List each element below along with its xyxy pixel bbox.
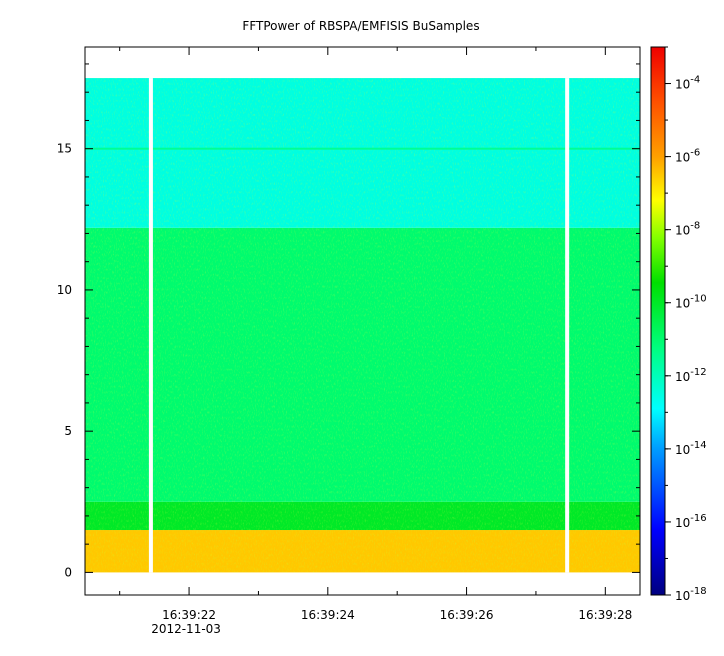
chart-title: FFTPower of RBSPA/EMFISIS BuSamples	[242, 19, 479, 33]
colorbar-tick-label: 10-8	[675, 221, 700, 238]
heatmap-texture	[85, 78, 640, 573]
colorbar-tick-label: 10-16	[675, 513, 707, 530]
colorbar-axis: 10-4 10-6 10-8 10-10 10-12 10-14 10-16 10-18	[665, 46, 707, 603]
colorbar-tick-label: 10-6	[675, 148, 700, 165]
colorbar-tick-label: 10-4	[675, 75, 700, 92]
y-tick-label: 0	[64, 565, 72, 579]
y-axis: 0 5 10 15	[57, 63, 640, 579]
x-date-label: 2012-11-03	[151, 622, 221, 636]
colorbar-tick-label: 10-12	[675, 367, 707, 384]
colorbar	[650, 46, 666, 596]
y-tick-label: 5	[64, 424, 72, 438]
y-tick-label: 15	[57, 142, 72, 156]
data-gap-2	[565, 78, 570, 573]
plot-area	[85, 78, 640, 573]
x-tick-label: 16:39:24	[301, 608, 355, 622]
y-tick-label: 10	[57, 283, 72, 297]
x-tick-label: 16:39:22	[162, 608, 216, 622]
plot-frame	[84, 46, 641, 596]
heatmap-texture-low	[85, 530, 640, 573]
colorbar-tick-label: 10-10	[675, 294, 707, 311]
spectral-line	[85, 147, 640, 150]
colorbar-tick-label: 10-18	[675, 586, 707, 603]
x-tick-label: 16:39:28	[578, 608, 632, 622]
data-gap-1	[148, 78, 153, 573]
colorbar-tick-label: 10-14	[675, 440, 707, 457]
x-tick-label: 16:39:26	[440, 608, 494, 622]
